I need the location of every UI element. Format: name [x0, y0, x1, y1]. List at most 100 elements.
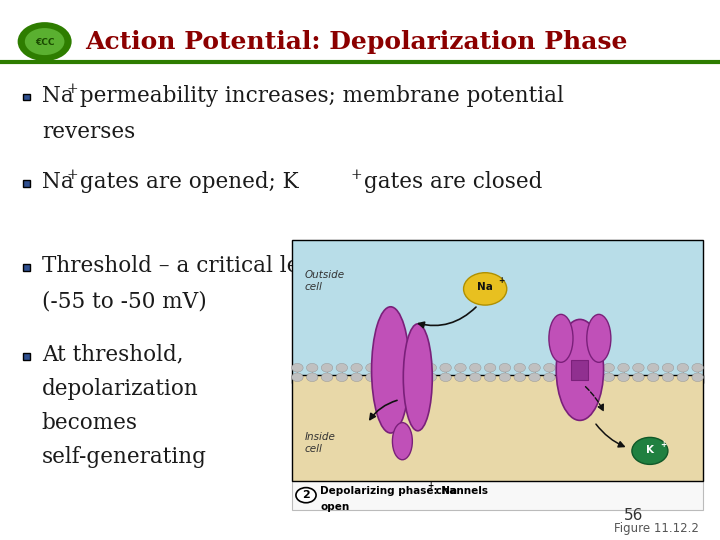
Ellipse shape — [17, 22, 72, 61]
FancyBboxPatch shape — [292, 375, 703, 481]
Circle shape — [455, 373, 467, 382]
Text: gates are closed: gates are closed — [357, 171, 542, 193]
Text: Na: Na — [42, 171, 73, 193]
Circle shape — [464, 273, 507, 305]
Circle shape — [677, 363, 688, 372]
Circle shape — [662, 363, 674, 372]
Text: reverses: reverses — [42, 122, 135, 143]
FancyBboxPatch shape — [23, 94, 30, 100]
Circle shape — [485, 363, 496, 372]
Text: depolarization: depolarization — [42, 378, 199, 400]
Text: +: + — [661, 440, 667, 449]
Circle shape — [588, 373, 600, 382]
Ellipse shape — [549, 314, 573, 362]
Text: Depolarizing phase: Na: Depolarizing phase: Na — [320, 486, 457, 496]
Text: +: + — [67, 82, 78, 96]
FancyBboxPatch shape — [23, 264, 30, 271]
Ellipse shape — [403, 324, 432, 431]
Circle shape — [440, 363, 451, 372]
FancyBboxPatch shape — [292, 240, 703, 383]
Text: 2: 2 — [302, 490, 310, 500]
Circle shape — [559, 373, 570, 382]
Text: 56: 56 — [624, 508, 643, 523]
Circle shape — [381, 363, 392, 372]
Circle shape — [292, 373, 303, 382]
Circle shape — [440, 373, 451, 382]
Text: Action Potential: Depolarization Phase: Action Potential: Depolarization Phase — [85, 30, 627, 53]
Circle shape — [321, 363, 333, 372]
FancyBboxPatch shape — [23, 353, 30, 360]
Circle shape — [603, 363, 614, 372]
Ellipse shape — [24, 28, 65, 55]
Circle shape — [499, 363, 510, 372]
Ellipse shape — [372, 307, 410, 433]
Circle shape — [588, 363, 600, 372]
Circle shape — [296, 488, 316, 503]
Circle shape — [366, 373, 377, 382]
Circle shape — [395, 373, 407, 382]
Text: gates are opened; K: gates are opened; K — [73, 171, 299, 193]
Circle shape — [677, 373, 688, 382]
Circle shape — [632, 437, 668, 464]
Circle shape — [514, 373, 526, 382]
Circle shape — [321, 373, 333, 382]
Text: Na: Na — [477, 282, 493, 292]
Text: Outside
cell: Outside cell — [305, 270, 345, 292]
FancyBboxPatch shape — [292, 240, 703, 510]
Circle shape — [573, 363, 585, 372]
Circle shape — [307, 363, 318, 372]
Text: self-generating: self-generating — [42, 446, 207, 468]
Circle shape — [469, 363, 481, 372]
Circle shape — [455, 363, 467, 372]
Circle shape — [336, 373, 348, 382]
FancyBboxPatch shape — [23, 180, 30, 187]
Circle shape — [485, 373, 496, 382]
Text: Inside
cell: Inside cell — [305, 432, 336, 454]
FancyBboxPatch shape — [571, 360, 588, 380]
Ellipse shape — [392, 423, 413, 460]
Circle shape — [351, 373, 362, 382]
Text: +: + — [498, 276, 505, 285]
Text: becomes: becomes — [42, 412, 138, 434]
Circle shape — [366, 363, 377, 372]
Circle shape — [307, 373, 318, 382]
Text: +: + — [427, 481, 433, 490]
Circle shape — [559, 363, 570, 372]
Circle shape — [633, 363, 644, 372]
Circle shape — [618, 363, 629, 372]
Text: €CC: €CC — [35, 38, 55, 47]
Text: Threshold – a critical level of depolarization: Threshold – a critical level of depolari… — [42, 255, 523, 276]
Circle shape — [351, 363, 362, 372]
Circle shape — [469, 373, 481, 382]
Circle shape — [292, 363, 303, 372]
Circle shape — [410, 363, 422, 372]
Circle shape — [410, 373, 422, 382]
Text: permeability increases; membrane potential: permeability increases; membrane potenti… — [73, 85, 564, 106]
Circle shape — [618, 373, 629, 382]
Circle shape — [514, 363, 526, 372]
Circle shape — [603, 373, 614, 382]
Circle shape — [633, 373, 644, 382]
Ellipse shape — [587, 314, 611, 362]
Circle shape — [395, 363, 407, 372]
Text: +: + — [67, 168, 78, 182]
Circle shape — [499, 373, 510, 382]
Circle shape — [692, 363, 703, 372]
Circle shape — [528, 363, 540, 372]
Circle shape — [647, 363, 659, 372]
Circle shape — [573, 373, 585, 382]
Text: At threshold,: At threshold, — [42, 344, 184, 366]
Circle shape — [528, 373, 540, 382]
Ellipse shape — [557, 319, 603, 420]
Circle shape — [647, 373, 659, 382]
Circle shape — [544, 373, 555, 382]
Circle shape — [336, 363, 348, 372]
Circle shape — [425, 363, 436, 372]
Circle shape — [662, 373, 674, 382]
Text: (-55 to -50 mV): (-55 to -50 mV) — [42, 291, 207, 312]
Text: Figure 11.12.2: Figure 11.12.2 — [613, 522, 698, 535]
Circle shape — [692, 373, 703, 382]
Circle shape — [544, 363, 555, 372]
Text: +: + — [351, 168, 362, 182]
Text: open: open — [320, 502, 350, 512]
